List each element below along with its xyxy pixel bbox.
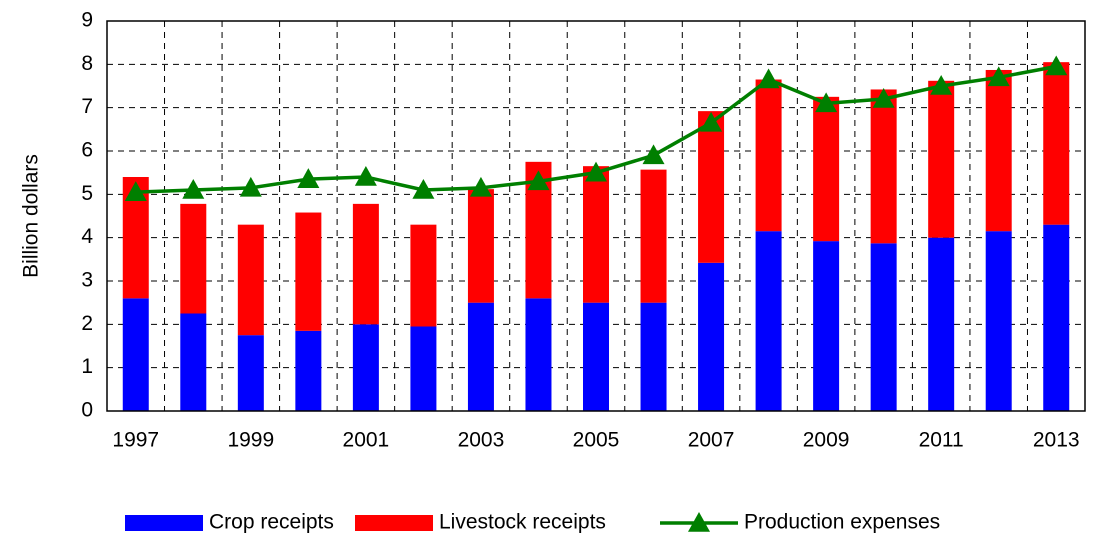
- line-marker: [297, 168, 320, 188]
- line-marker: [815, 92, 838, 113]
- bar: [237, 335, 264, 411]
- bar: [467, 189, 494, 303]
- line-marker: [987, 66, 1010, 87]
- bar: [583, 166, 609, 303]
- y-tick-label: 0: [81, 399, 93, 422]
- line-marker: [700, 111, 723, 132]
- x-tick-label: 2005: [573, 429, 620, 452]
- plot-frame: [106, 20, 1086, 412]
- bar: [813, 241, 840, 411]
- line-marker: [585, 161, 607, 182]
- line-marker: [930, 75, 953, 95]
- y-tick-label: 7: [81, 95, 93, 118]
- bar: [640, 169, 667, 303]
- x-tick-label: 2001: [343, 429, 390, 452]
- bar: [813, 96, 840, 242]
- legend-label: Crop receipts: [209, 511, 334, 534]
- y-tick-label: 3: [81, 269, 93, 292]
- y-tick-label: 6: [81, 139, 93, 162]
- bar: [698, 262, 725, 411]
- bar: [410, 326, 437, 411]
- line-marker: [1045, 55, 1068, 76]
- bar: [985, 69, 1012, 232]
- bar: [583, 302, 609, 411]
- x-tick-label: 1999: [227, 429, 274, 452]
- bar: [180, 203, 207, 314]
- bar: [640, 302, 667, 411]
- bar: [122, 298, 149, 411]
- bar: [698, 111, 725, 263]
- y-tick-label: 5: [81, 182, 93, 205]
- bar: [467, 302, 494, 411]
- line-marker: [527, 170, 550, 191]
- line-marker: [872, 88, 895, 108]
- x-tick-label: 2007: [688, 429, 735, 452]
- bar: [870, 89, 897, 244]
- bar: [985, 231, 1012, 411]
- legend-swatch: [125, 515, 203, 531]
- x-tick-label: 2003: [458, 429, 505, 452]
- bar: [237, 224, 264, 336]
- bar: [180, 313, 207, 411]
- bar: [928, 237, 955, 411]
- bar: [1043, 224, 1070, 411]
- bar: [352, 203, 379, 325]
- line-marker: [239, 176, 262, 197]
- y-tick-label: 9: [81, 9, 93, 32]
- x-tick-label: 2009: [803, 429, 850, 452]
- line-marker: [757, 68, 780, 89]
- legend-swatch: [355, 515, 433, 531]
- y-tick-label: 8: [81, 52, 93, 75]
- line-marker: [412, 179, 435, 199]
- bar: [410, 224, 437, 327]
- y-axis-label: Billion dollars: [20, 154, 43, 278]
- x-tick-label: 2011: [919, 429, 964, 452]
- line-marker: [354, 166, 377, 186]
- line-marker: [182, 179, 205, 199]
- x-tick-label: 1997: [112, 429, 159, 452]
- bar: [525, 298, 552, 411]
- x-tick-label: 2013: [1033, 429, 1080, 452]
- bar: [755, 231, 782, 411]
- y-tick-label: 2: [81, 312, 93, 335]
- bar: [352, 324, 379, 411]
- bar: [755, 79, 782, 232]
- bar: [870, 243, 897, 411]
- line-marker: [469, 176, 492, 197]
- line-marker: [642, 144, 665, 165]
- legend-label: Livestock receipts: [439, 511, 606, 534]
- legend-label: Production expenses: [744, 511, 940, 534]
- y-tick-label: 4: [81, 225, 93, 248]
- bar: [295, 212, 322, 331]
- bar: [928, 80, 955, 238]
- y-tick-label: 1: [81, 355, 93, 378]
- legend-marker: [688, 512, 710, 532]
- bar: [1043, 62, 1070, 225]
- line-marker: [124, 181, 147, 201]
- bar: [295, 330, 322, 411]
